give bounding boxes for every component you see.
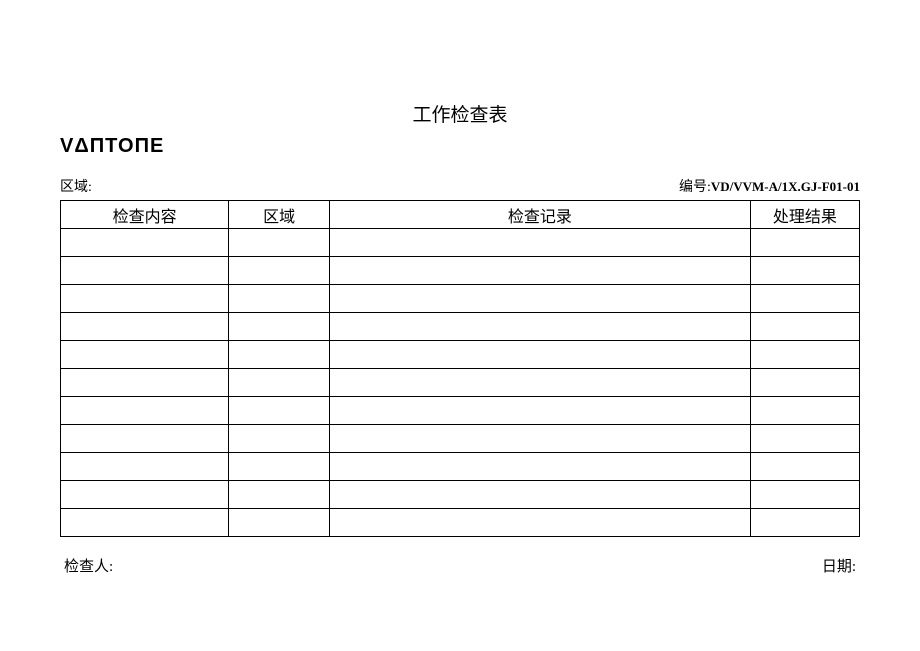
company-logo: VΔΠΤΟΠΕ bbox=[60, 135, 860, 158]
table-row bbox=[61, 481, 860, 509]
cell-result bbox=[750, 453, 859, 481]
cell-area bbox=[229, 257, 330, 285]
table-row bbox=[61, 285, 860, 313]
header-result: 处理结果 bbox=[750, 201, 859, 229]
cell-content bbox=[61, 369, 229, 397]
cell-result bbox=[750, 341, 859, 369]
cell-result bbox=[750, 425, 859, 453]
doc-number: VD/VVM-A/1X.GJ-F01-01 bbox=[711, 179, 860, 194]
table-row bbox=[61, 313, 860, 341]
cell-content bbox=[61, 341, 229, 369]
cell-content bbox=[61, 481, 229, 509]
cell-area bbox=[229, 425, 330, 453]
cell-result bbox=[750, 285, 859, 313]
cell-area bbox=[229, 229, 330, 257]
cell-record bbox=[330, 397, 751, 425]
cell-content bbox=[61, 453, 229, 481]
table-body bbox=[61, 229, 860, 537]
cell-area bbox=[229, 397, 330, 425]
header-row: 区域: 编号:VD/VVM-A/1X.GJ-F01-01 bbox=[60, 176, 860, 196]
header-area: 区域 bbox=[229, 201, 330, 229]
cell-record bbox=[330, 285, 751, 313]
cell-record bbox=[330, 341, 751, 369]
cell-record bbox=[330, 229, 751, 257]
cell-result bbox=[750, 397, 859, 425]
cell-result bbox=[750, 257, 859, 285]
cell-area bbox=[229, 453, 330, 481]
header-content: 检查内容 bbox=[61, 201, 229, 229]
cell-content bbox=[61, 397, 229, 425]
table-row bbox=[61, 229, 860, 257]
cell-record bbox=[330, 425, 751, 453]
table-row bbox=[61, 369, 860, 397]
area-label: 区域: bbox=[60, 176, 92, 196]
cell-result bbox=[750, 481, 859, 509]
inspector-label: 检查人: bbox=[64, 555, 113, 576]
cell-result bbox=[750, 369, 859, 397]
cell-area bbox=[229, 509, 330, 537]
cell-record bbox=[330, 257, 751, 285]
cell-area bbox=[229, 313, 330, 341]
cell-record bbox=[330, 453, 751, 481]
checklist-table: 检查内容 区域 检查记录 处理结果 bbox=[60, 200, 860, 537]
footer-row: 检查人: 日期: bbox=[60, 555, 860, 576]
cell-content bbox=[61, 229, 229, 257]
table-row bbox=[61, 397, 860, 425]
cell-content bbox=[61, 285, 229, 313]
cell-content bbox=[61, 257, 229, 285]
cell-result bbox=[750, 229, 859, 257]
doc-number-wrapper: 编号:VD/VVM-A/1X.GJ-F01-01 bbox=[679, 176, 860, 196]
table-row bbox=[61, 453, 860, 481]
table-header-row: 检查内容 区域 检查记录 处理结果 bbox=[61, 201, 860, 229]
cell-area bbox=[229, 285, 330, 313]
cell-area bbox=[229, 481, 330, 509]
table-row bbox=[61, 509, 860, 537]
cell-result bbox=[750, 509, 859, 537]
cell-record bbox=[330, 481, 751, 509]
doc-number-label: 编号: bbox=[679, 180, 711, 195]
cell-record bbox=[330, 369, 751, 397]
cell-record bbox=[330, 313, 751, 341]
cell-area bbox=[229, 341, 330, 369]
cell-area bbox=[229, 369, 330, 397]
cell-result bbox=[750, 313, 859, 341]
date-label: 日期: bbox=[822, 555, 856, 576]
cell-record bbox=[330, 509, 751, 537]
cell-content bbox=[61, 313, 229, 341]
cell-content bbox=[61, 425, 229, 453]
form-title: 工作检查表 bbox=[60, 100, 860, 127]
table-row bbox=[61, 257, 860, 285]
table-row bbox=[61, 425, 860, 453]
table-row bbox=[61, 341, 860, 369]
cell-content bbox=[61, 509, 229, 537]
header-record: 检查记录 bbox=[330, 201, 751, 229]
